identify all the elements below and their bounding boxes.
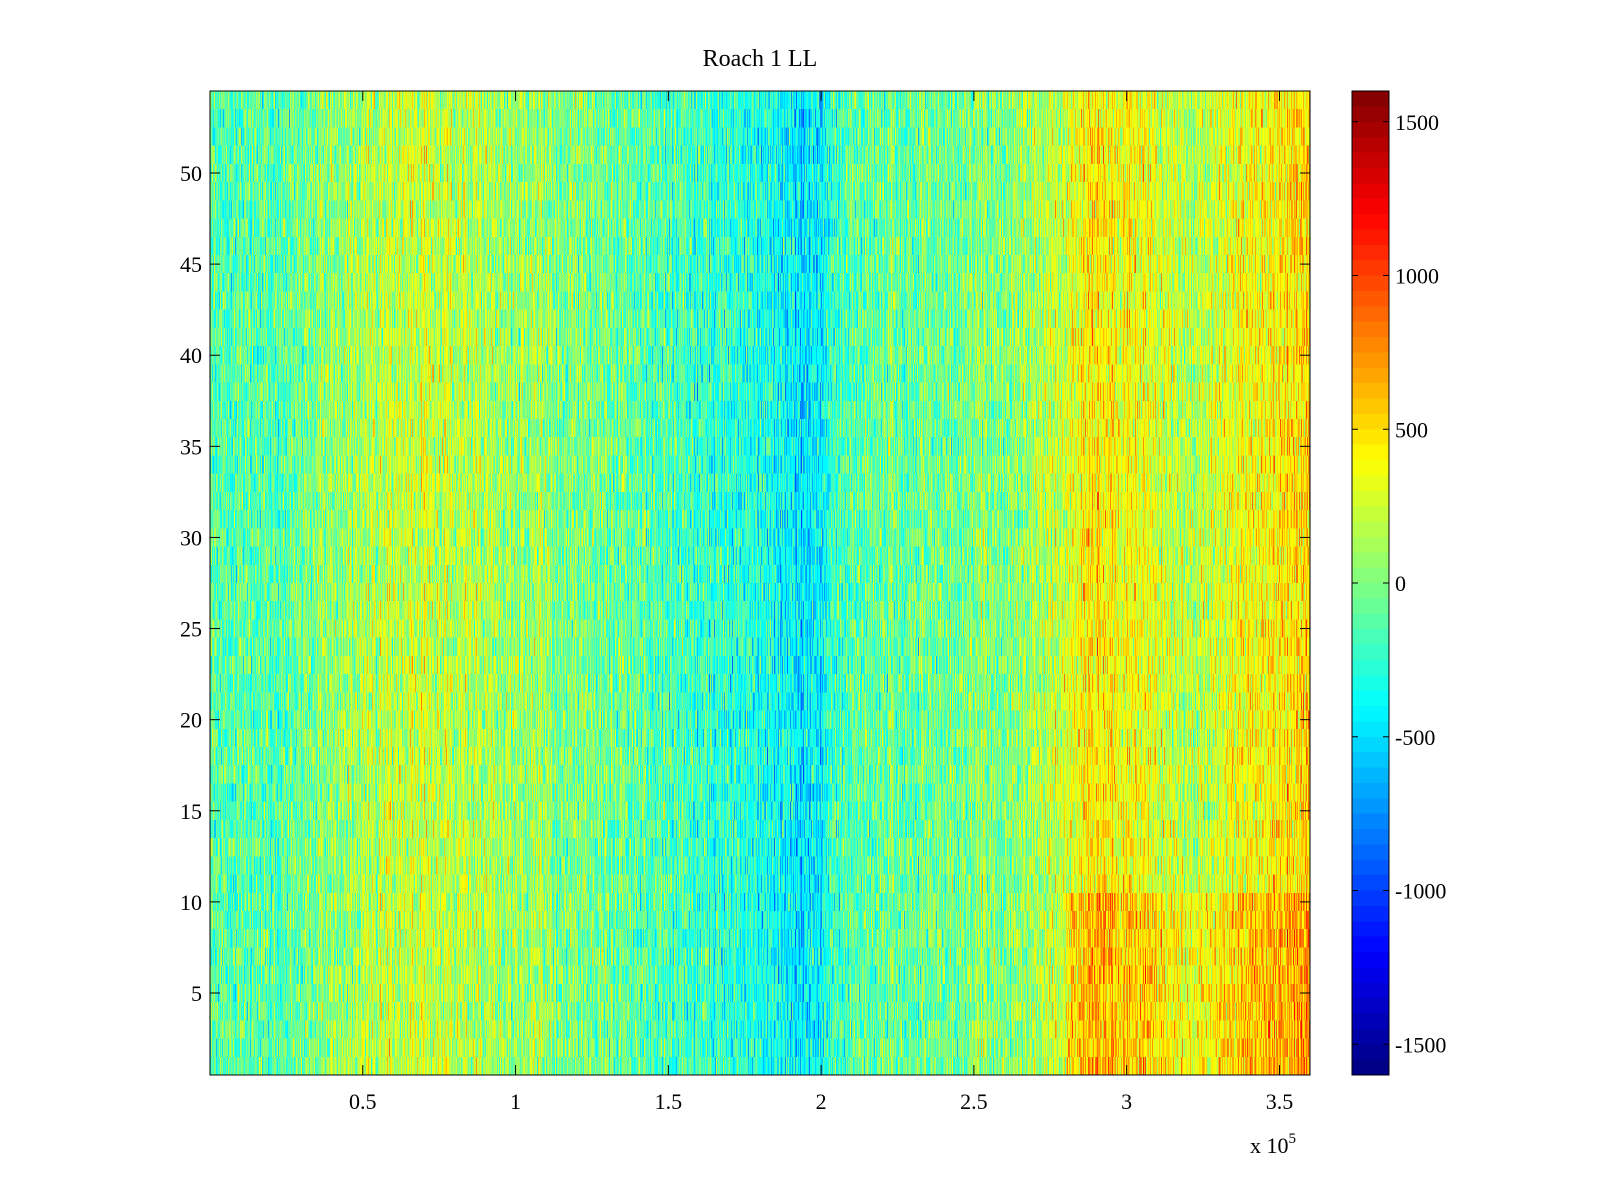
heatmap-image — [210, 91, 1310, 1075]
colorbar: 1500 1000 500 0 -500 -1000 -1500 — [1351, 90, 1446, 1076]
plot-frame — [209, 90, 1311, 1076]
y-tick-label: 15 — [180, 799, 202, 824]
colorbar-ticks: 1500 1000 500 0 -500 -1000 -1500 — [1352, 110, 1446, 1057]
chart-title: Roach 1 LL — [703, 46, 818, 72]
x-axis-ticks: 0.5 1 1.5 2 2.5 3 3.5 — [349, 91, 1293, 1114]
y-tick-label: 40 — [180, 343, 202, 368]
x-axis-exponent: x 105 — [1250, 1131, 1296, 1158]
colorbar-tick-label: 500 — [1395, 417, 1428, 442]
x-tick-label: 1.5 — [655, 1089, 683, 1114]
x-tick-label: 1 — [510, 1089, 521, 1114]
y-axis-ticks: 5 10 15 20 25 30 35 40 45 50 — [180, 161, 1310, 1006]
colorbar-tick-label: 1500 — [1395, 110, 1439, 135]
colorbar-tick-label: -500 — [1395, 725, 1435, 750]
y-tick-label: 30 — [180, 525, 202, 550]
y-tick-label: 10 — [180, 890, 202, 915]
x-axis-exponent-base: x 10 — [1250, 1133, 1289, 1158]
y-tick-label: 50 — [180, 161, 202, 186]
colorbar-gradient — [1352, 91, 1389, 1075]
colorbar-tick-label: -1000 — [1395, 879, 1446, 904]
y-tick-label: 45 — [180, 252, 202, 277]
x-tick-label: 3 — [1121, 1089, 1132, 1114]
x-tick-label: 0.5 — [349, 1089, 377, 1114]
colorbar-tick-label: 1000 — [1395, 264, 1439, 289]
colorbar-tick-label: -1500 — [1395, 1032, 1446, 1057]
colorbar-tick-label: 0 — [1395, 571, 1406, 596]
y-tick-label: 20 — [180, 708, 202, 733]
x-tick-label: 2 — [816, 1089, 827, 1114]
y-tick-label: 5 — [191, 981, 202, 1006]
y-tick-label: 25 — [180, 617, 202, 642]
x-tick-label: 3.5 — [1266, 1089, 1294, 1114]
y-tick-label: 35 — [180, 434, 202, 459]
plot-area — [209, 90, 1311, 1076]
x-tick-label: 2.5 — [960, 1089, 988, 1114]
x-axis-exponent-power: 5 — [1289, 1131, 1297, 1147]
